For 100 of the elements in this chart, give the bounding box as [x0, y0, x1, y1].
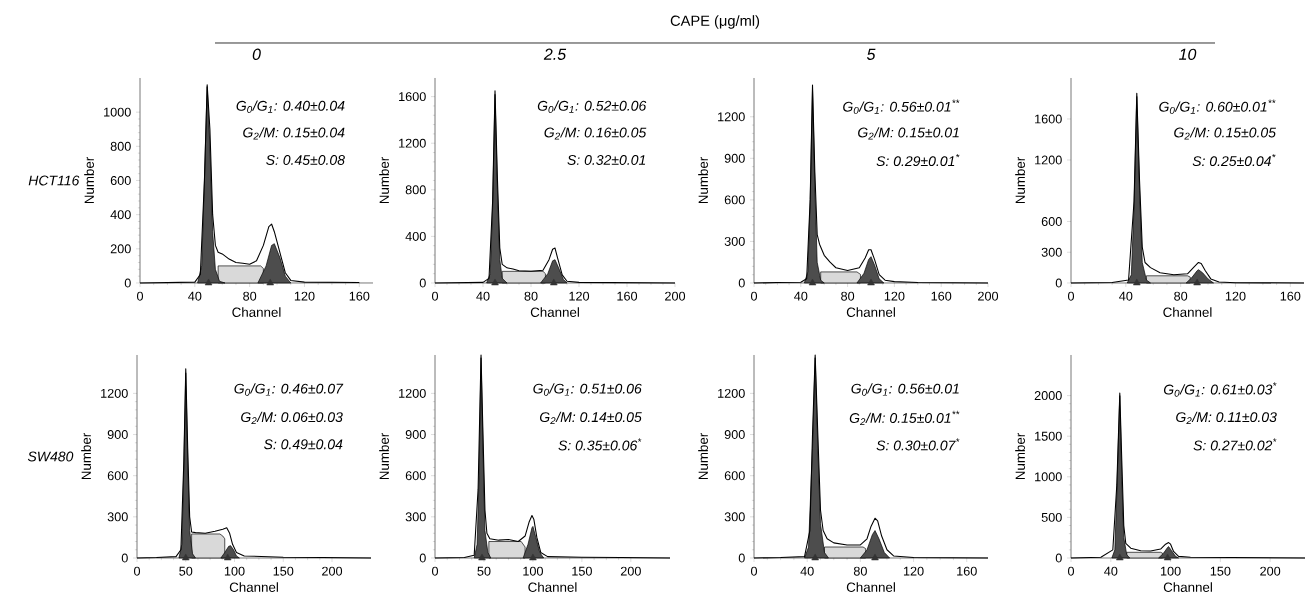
y-tick-label: 1000	[1035, 472, 1062, 482]
x-tick-label: 120	[569, 291, 590, 301]
x-tick-label: 200	[665, 291, 686, 301]
y-axis-title: Number	[81, 433, 91, 480]
x-tick-label: 0	[750, 291, 758, 301]
y-tick-label: 0	[738, 553, 745, 563]
x-tick-label: 200	[322, 566, 343, 576]
x-tick-label: 120	[1225, 291, 1246, 301]
x-tick-label: 200	[1260, 566, 1281, 576]
y-axis-title: Number	[379, 433, 389, 480]
y-axis-title: Number	[84, 157, 94, 204]
x-tick-label: 160	[1280, 291, 1301, 301]
x-tick-label: 40	[794, 291, 808, 301]
annotation: G$_{2}$/M: 0.06±0.03	[241, 411, 343, 425]
x-tick-label: 0	[431, 291, 439, 301]
y-tick-label: 1200	[718, 112, 745, 122]
x-tick-label: 100	[224, 566, 245, 576]
x-axis-title: Channel	[528, 582, 577, 592]
y-tick-label: 0	[419, 278, 426, 288]
y-tick-label: 1500	[1035, 431, 1062, 441]
chart-title: 5	[866, 48, 876, 60]
chart-title: 0	[252, 48, 261, 60]
y-tick-label: 0	[419, 553, 426, 563]
y-tick-label: 1200	[101, 388, 128, 398]
annotation: G$_{2}$/M: 0.15±0.01	[858, 127, 959, 140]
y-tick-label: 0	[738, 278, 745, 288]
chart-title: 10	[1179, 48, 1197, 60]
annotation: G$_{2}$/M: 0.15±0.01$^{**}$	[849, 410, 960, 426]
x-tick-label: 40	[188, 291, 202, 301]
x-tick-label: 0	[750, 566, 758, 576]
x-tick-label: 40	[1119, 291, 1133, 301]
annotation: S: 0.25±0.04$^{*}$	[1192, 153, 1276, 167]
x-tick-label: 120	[903, 566, 924, 576]
x-tick-label: 80	[841, 291, 855, 301]
y-tick-label: 300	[724, 236, 745, 246]
y-axis-title: Number	[698, 433, 708, 480]
x-tick-label: 40	[476, 291, 490, 301]
x-tick-label: 150	[273, 566, 294, 576]
y-axis-title: Number	[698, 157, 708, 204]
y-tick-label: 400	[110, 210, 131, 220]
x-tick-label: 160	[957, 566, 977, 576]
text: CAPE (μg/ml)	[670, 15, 760, 29]
x-tick-label: 0	[1067, 566, 1075, 576]
annotation: G$_{0}$/G$_{1}$: 0.40±0.04	[236, 100, 345, 113]
annotation: S: 0.27±0.02$^{*}$	[1193, 438, 1277, 451]
x-tick-label: 80	[1174, 291, 1188, 301]
x-tick-label: 0	[133, 566, 141, 576]
y-tick-label: 800	[110, 141, 131, 151]
annotation: S: 0.29±0.01$^{*}$	[876, 153, 960, 167]
annotation: G$_{2}$/M: 0.15±0.04	[243, 127, 345, 140]
annotation: G$_{0}$/G$_{1}$: 0.52±0.06	[537, 100, 647, 113]
y-tick-label: 900	[107, 430, 128, 440]
text: HCT116	[28, 175, 80, 186]
y-tick-label: 600	[1041, 217, 1062, 226]
annotation: G$_{2}$/M: 0.11±0.03	[1176, 411, 1277, 425]
text: SW480	[27, 451, 74, 462]
x-tick-label: 120	[294, 291, 315, 301]
y-axis-title: Number	[379, 157, 389, 204]
y-tick-label: 900	[405, 430, 426, 440]
x-tick-label: 160	[349, 291, 370, 301]
annotation: G$_{0}$/G$_{1}$: 0.60±0.01$^{**}$	[1159, 99, 1276, 114]
annotation: G$_{0}$/G$_{1}$: 0.46±0.07	[234, 383, 344, 396]
x-tick-label: 200	[978, 291, 999, 301]
y-tick-label: 2000	[1034, 391, 1062, 401]
y-tick-label: 600	[724, 195, 745, 205]
annotation: G$_{0}$/G$_{1}$: 0.51±0.06	[533, 383, 642, 396]
x-tick-label: 40	[800, 566, 814, 576]
x-tick-label: 120	[884, 291, 905, 301]
y-tick-label: 200	[110, 244, 131, 254]
annotation: G$_{0}$/G$_{1}$: 0.56±0.01	[851, 383, 959, 396]
y-tick-label: 600	[107, 471, 128, 481]
annotation: S: 0.45±0.08	[266, 155, 345, 165]
chart-title: 2.5	[543, 48, 567, 60]
x-tick-label: 150	[1210, 566, 1231, 576]
y-tick-label: 800	[405, 185, 426, 195]
annotation: G$_{2}$/M: 0.15±0.05	[1174, 127, 1277, 140]
x-tick-label: 0	[1067, 291, 1075, 301]
y-tick-label: 0	[1055, 278, 1062, 288]
y-tick-label: 0	[121, 553, 128, 563]
y-tick-label: 900	[724, 153, 745, 163]
y-tick-label: 600	[110, 176, 131, 185]
y-tick-label: 1600	[399, 92, 426, 102]
x-axis-title: Channel	[232, 307, 281, 317]
y-tick-label: 400	[405, 231, 426, 241]
x-tick-label: 150	[572, 566, 592, 576]
y-tick-label: 1200	[1035, 155, 1062, 165]
x-tick-label: 160	[931, 291, 952, 301]
x-axis-title: Channel	[1163, 307, 1212, 317]
y-tick-label: 600	[405, 471, 426, 481]
y-tick-label: 1200	[718, 388, 745, 398]
y-axis-title: Number	[1015, 433, 1025, 480]
y-tick-label: 0	[124, 278, 131, 288]
x-tick-label: 100	[1160, 566, 1181, 576]
x-tick-label: 0	[431, 566, 439, 576]
x-axis-title: Channel	[1163, 582, 1212, 592]
x-tick-label: 0	[136, 291, 144, 301]
x-axis-title: Channel	[229, 582, 278, 592]
x-tick-label: 80	[853, 566, 867, 576]
y-tick-label: 300	[405, 512, 426, 522]
x-axis-title: Channel	[846, 582, 895, 592]
